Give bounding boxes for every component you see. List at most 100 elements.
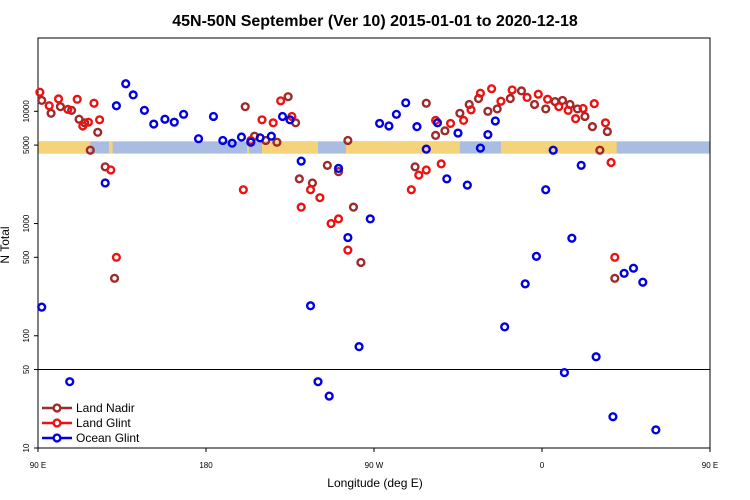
land-glint-point [89, 98, 99, 108]
land-glint-point [600, 118, 611, 128]
ocean-glint-point [421, 144, 431, 154]
land-glint-point [542, 94, 553, 104]
land-glint-point [466, 105, 476, 115]
ocean-glint-point [121, 79, 131, 89]
ocean-glint-point [483, 130, 493, 140]
legend-marker-land-nadir [52, 403, 62, 413]
land-nadir-point [283, 92, 293, 102]
legend-marker-land-glint [52, 418, 62, 428]
ocean-glint-point [548, 145, 558, 155]
land-glint-point [421, 165, 431, 175]
land-glint-point [459, 115, 469, 125]
ocean-glint-point [343, 232, 353, 243]
y-tick-label: 10000 [22, 100, 31, 123]
band-land-segment [38, 141, 85, 154]
land-nadir-point [610, 273, 620, 283]
y-axis-label: N Total [0, 226, 12, 263]
land-nadir-point [55, 102, 66, 112]
land-glint-point [94, 115, 105, 125]
land-glint-point [563, 105, 573, 115]
ocean-glint-point [160, 114, 170, 124]
chart-title: 45N-50N September (Ver 10) 2015-01-01 to… [172, 13, 578, 30]
band-land-segment [346, 141, 460, 154]
ocean-glint-point [412, 122, 422, 132]
ocean-glint-point [324, 391, 334, 401]
land-glint-point [276, 96, 286, 106]
y-axis: 10 50 100 500 1000 5000 10000 [22, 100, 38, 452]
land-nadir-point [93, 127, 103, 137]
land-glint-point [414, 170, 424, 180]
land-nadir-point [557, 95, 568, 106]
ocean-glint-point [559, 367, 570, 378]
ocean-glint-point [255, 133, 265, 143]
ocean-glint-point [227, 138, 237, 148]
land-nadir-point [516, 86, 527, 96]
y-tick-label: 50 [22, 365, 31, 374]
land-glint-point [436, 159, 446, 169]
land-nadir-point [440, 126, 450, 136]
x-tick-label: 180 [199, 461, 213, 470]
land-nadir-point [580, 111, 590, 122]
land-glint-point [578, 103, 588, 114]
land-nadir-point [343, 135, 353, 146]
land-nadir-point [541, 104, 551, 114]
land-glint-point [606, 157, 616, 168]
land-glint-point [63, 104, 73, 114]
land-nadir-point [483, 106, 493, 116]
y-tick-label: 100 [22, 329, 31, 343]
land-glint-point [507, 85, 517, 95]
legend-label-land-nadir: Land Nadir [76, 401, 135, 415]
ocean-glint-point [313, 377, 323, 387]
band-land-segment [262, 141, 318, 154]
ocean-glint-point [305, 301, 316, 311]
band-land-segment [247, 141, 249, 154]
ocean-glint-point [296, 156, 306, 166]
band-land-segment [80, 141, 91, 154]
ocean-glint-point [651, 425, 661, 435]
land-nadir-point [240, 102, 250, 112]
y-tick-label: 10 [22, 443, 31, 452]
land-nadir-point [529, 99, 540, 110]
land-glint-point [570, 114, 581, 124]
land-nadir-point [356, 257, 366, 268]
land-glint-point [326, 218, 336, 229]
ocean-glint-point [619, 268, 629, 278]
ocean-glint-point [149, 119, 159, 129]
land-glint-point [44, 101, 54, 111]
ocean-glint-point [576, 160, 586, 170]
ocean-glint-point [490, 116, 500, 126]
y-tick-label: 500 [22, 250, 31, 264]
land-glint-point [268, 118, 278, 128]
land-glint-point [305, 185, 316, 195]
ocean-glint-point [432, 118, 443, 128]
coverage-band [38, 141, 710, 154]
ocean-glint-point [285, 115, 295, 125]
legend-marker-ocean-glint [52, 433, 62, 443]
land-glint-point [35, 87, 45, 97]
ocean-glint-point [628, 263, 639, 273]
x-tick-label: 90 E [30, 461, 46, 470]
band-land-segment [108, 141, 113, 154]
ocean-glint-point [246, 137, 256, 147]
land-nadir-point [85, 145, 95, 155]
x-tick-label: 0 [540, 461, 545, 470]
land-nadir-point [333, 167, 344, 177]
ocean-glint-point [266, 131, 276, 141]
ocean-glint-point [638, 277, 648, 287]
y-tick-label: 1000 [22, 214, 31, 232]
ocean-glint-point [65, 377, 75, 387]
ocean-glint-point [375, 118, 385, 129]
ocean-glint-point [100, 178, 110, 188]
ocean-glint-point [608, 412, 618, 422]
land-glint-point [475, 88, 486, 98]
land-nadir-point [587, 122, 598, 132]
ocean-glint-point [384, 121, 394, 131]
ocean-glint-point [236, 132, 247, 142]
land-nadir-point [492, 104, 502, 114]
land-nadir-point [421, 98, 431, 108]
land-nadir-point [348, 202, 359, 212]
land-nadir-point [602, 126, 612, 137]
land-nadir-point [410, 162, 420, 172]
